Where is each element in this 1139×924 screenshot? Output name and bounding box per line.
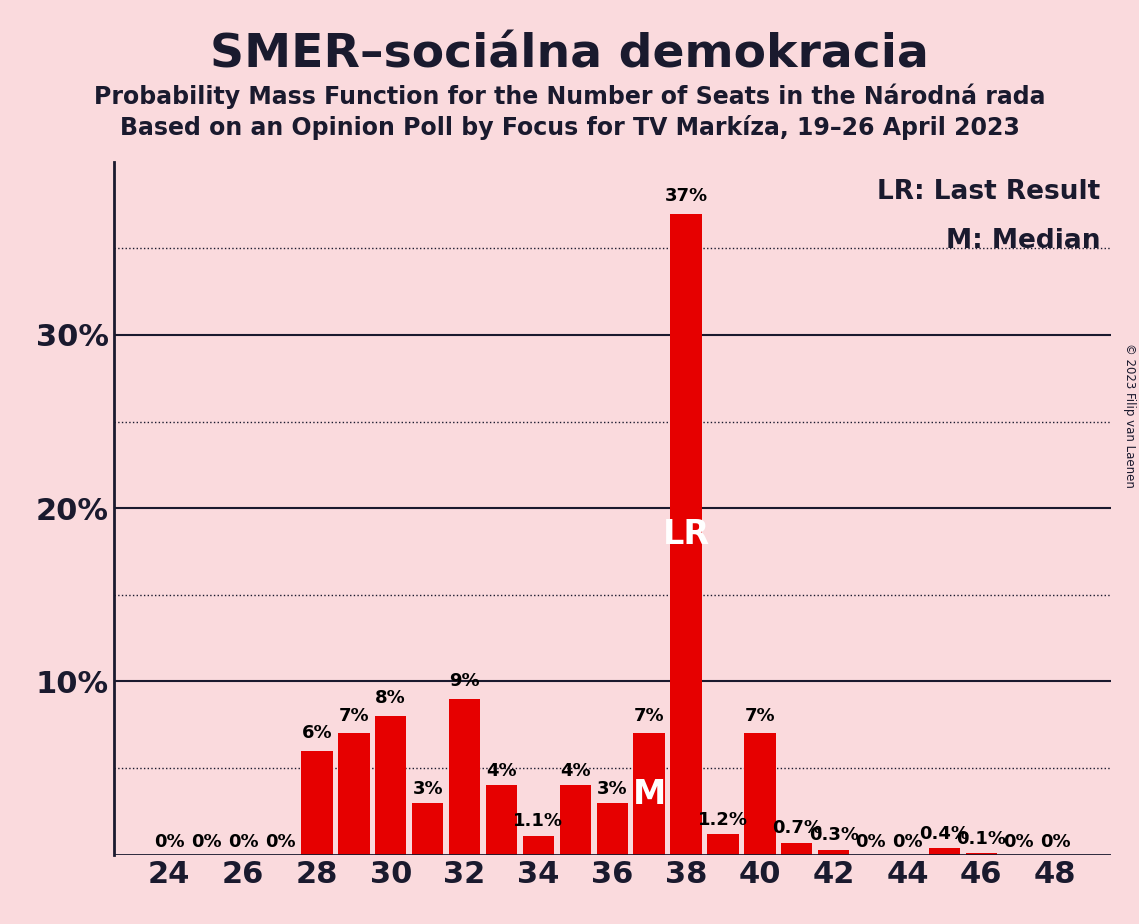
Text: LR: Last Result: LR: Last Result	[877, 179, 1100, 205]
Bar	[523, 835, 554, 855]
Text: 0.4%: 0.4%	[919, 824, 969, 843]
Text: LR: LR	[663, 517, 710, 551]
Bar	[486, 785, 517, 855]
Text: 0%: 0%	[1040, 833, 1071, 851]
Text: 0%: 0%	[892, 833, 923, 851]
Text: 0%: 0%	[855, 833, 886, 851]
Text: 0%: 0%	[154, 833, 185, 851]
Bar	[671, 213, 702, 855]
Text: 4%: 4%	[486, 762, 517, 780]
Text: 0.3%: 0.3%	[809, 826, 859, 845]
Text: 3%: 3%	[412, 780, 443, 797]
Bar	[633, 734, 665, 855]
Text: M: M	[632, 778, 666, 810]
Bar	[781, 843, 812, 855]
Bar	[966, 853, 997, 855]
Bar	[597, 803, 628, 855]
Bar	[818, 849, 850, 855]
Text: 0%: 0%	[264, 833, 295, 851]
Text: 0%: 0%	[191, 833, 221, 851]
Text: M: Median: M: Median	[947, 227, 1100, 253]
Text: SMER–sociálna demokracia: SMER–sociálna demokracia	[210, 32, 929, 78]
Text: 0%: 0%	[228, 833, 259, 851]
Bar	[449, 699, 481, 855]
Bar	[928, 848, 960, 855]
Text: 7%: 7%	[338, 707, 369, 724]
Text: 0%: 0%	[1003, 833, 1033, 851]
Bar	[744, 734, 776, 855]
Text: 4%: 4%	[560, 762, 591, 780]
Bar	[338, 734, 369, 855]
Text: 9%: 9%	[449, 672, 480, 690]
Text: Probability Mass Function for the Number of Seats in the Národná rada: Probability Mass Function for the Number…	[93, 83, 1046, 109]
Text: 8%: 8%	[376, 689, 407, 708]
Bar	[559, 785, 591, 855]
Text: Based on an Opinion Poll by Focus for TV Markíza, 19–26 April 2023: Based on an Opinion Poll by Focus for TV…	[120, 116, 1019, 140]
Text: © 2023 Filip van Laenen: © 2023 Filip van Laenen	[1123, 344, 1137, 488]
Text: 7%: 7%	[633, 707, 664, 724]
Text: 0.7%: 0.7%	[772, 820, 821, 837]
Text: 3%: 3%	[597, 780, 628, 797]
Text: 7%: 7%	[745, 707, 776, 724]
Text: 37%: 37%	[664, 187, 707, 205]
Bar	[707, 834, 738, 855]
Bar	[412, 803, 443, 855]
Bar	[375, 716, 407, 855]
Text: 1.1%: 1.1%	[514, 812, 564, 831]
Bar	[301, 750, 333, 855]
Text: 1.2%: 1.2%	[698, 810, 748, 829]
Text: 6%: 6%	[302, 724, 333, 742]
Text: 0.1%: 0.1%	[957, 830, 1007, 848]
